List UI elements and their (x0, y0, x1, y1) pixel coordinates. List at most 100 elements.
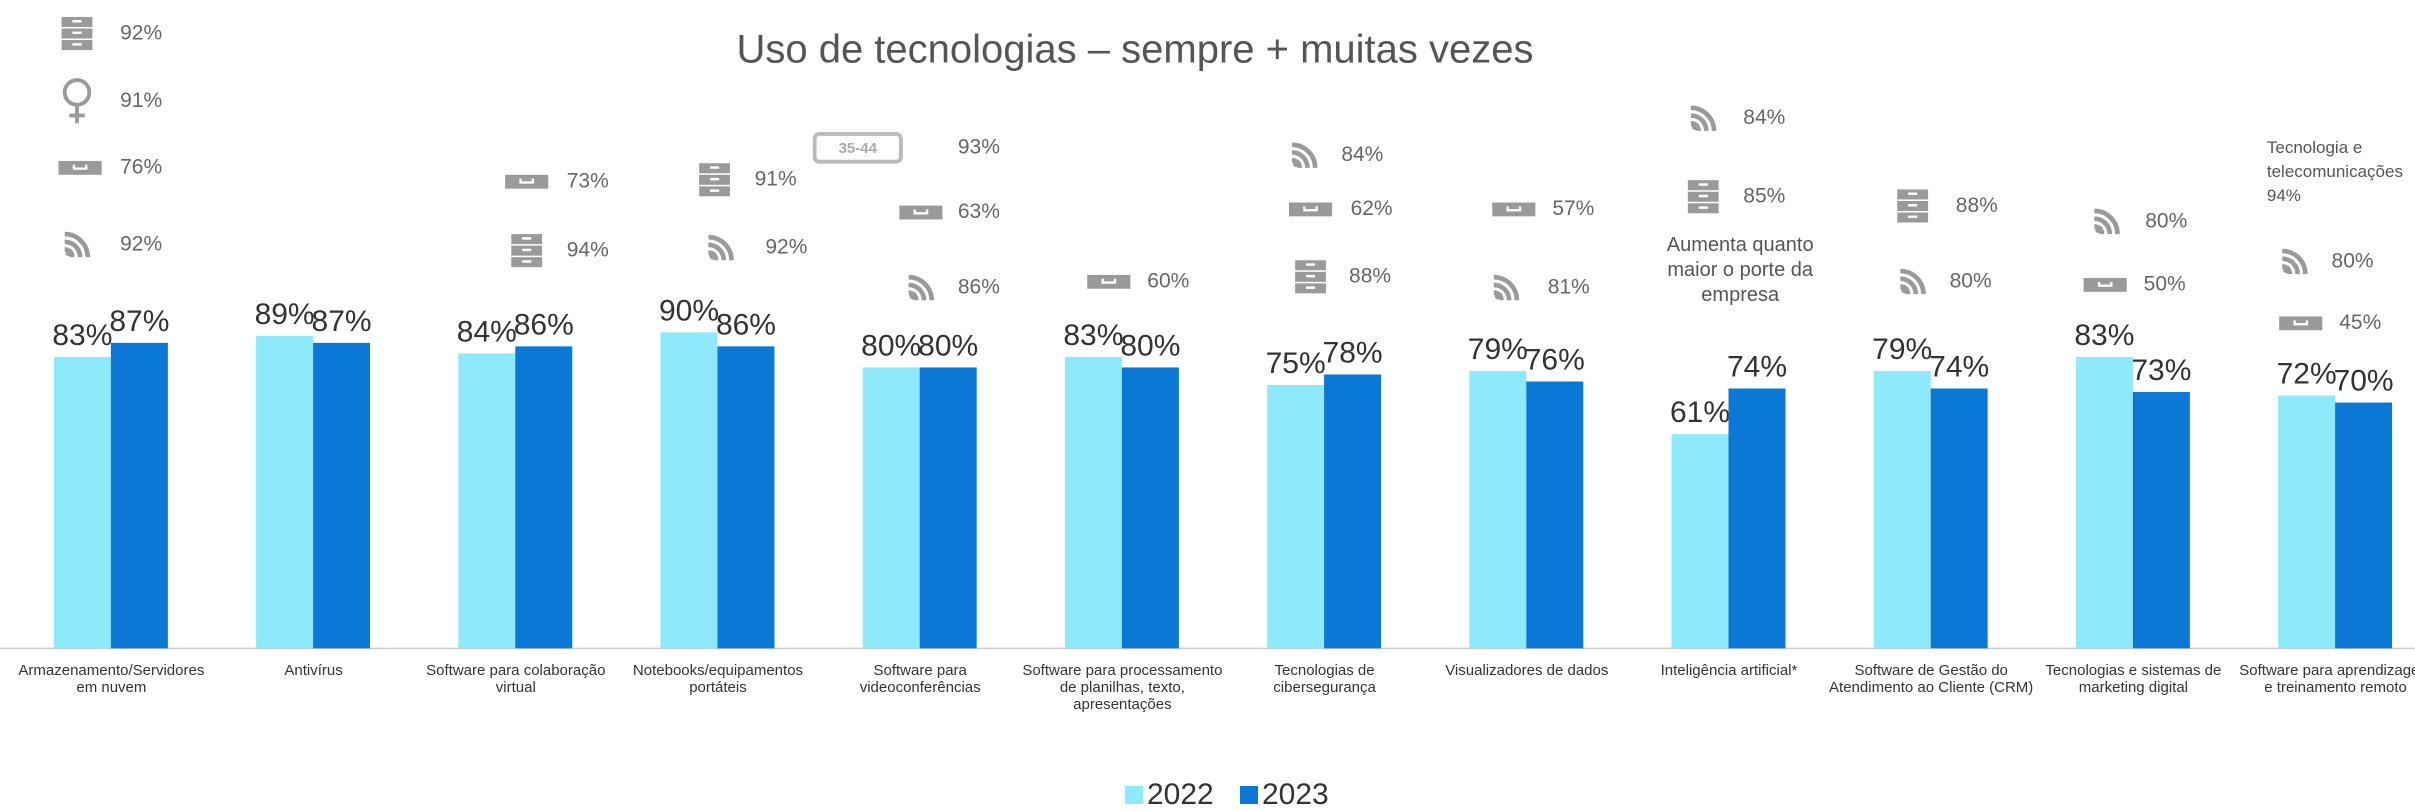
icon-part (1291, 150, 1310, 169)
icon (1295, 260, 1326, 294)
icon-part (65, 248, 74, 257)
icon-part (1303, 206, 1318, 212)
bar (2075, 356, 2133, 649)
bar (256, 335, 314, 649)
annotation-label: 85% (1743, 185, 1785, 208)
icon-part (1908, 192, 1918, 195)
icon-part (709, 166, 720, 169)
annotation-label: 73% (567, 169, 609, 192)
icon-part (1690, 113, 1709, 132)
annotation-label: 62% (1351, 197, 1393, 220)
bar (458, 353, 516, 649)
value-label: 86% (514, 308, 574, 341)
x-tick-label: Notebooks/equipamentos portáteis (632, 662, 804, 697)
bar (515, 346, 573, 649)
value-label: 80% (1120, 329, 1180, 362)
bar (110, 342, 168, 649)
icon (1690, 105, 1717, 132)
icon-part (2282, 256, 2300, 275)
x-tick-label: Antivírus (284, 662, 343, 680)
bar (1526, 381, 1584, 649)
bar (1930, 388, 1988, 649)
icon-part (709, 189, 720, 192)
value-label: 72% (2277, 357, 2337, 390)
age-badge: 35-44 (839, 140, 878, 157)
icon (1288, 202, 1333, 217)
value-label: 80% (918, 329, 978, 362)
icon-part (1698, 194, 1708, 198)
value-label: 74% (1929, 350, 1989, 383)
annotation-label: 86% (958, 276, 1000, 299)
icon-part (69, 104, 85, 124)
bar (1671, 434, 1729, 649)
value-label: 90% (659, 294, 719, 327)
value-label: 78% (1323, 336, 1383, 369)
icon-part (522, 248, 532, 252)
icon-part (909, 291, 918, 300)
annotation-label: 80% (2145, 209, 2187, 232)
icon-part (62, 78, 92, 107)
icon (511, 234, 543, 268)
icon-part (519, 178, 534, 184)
icon-part (1305, 274, 1316, 278)
icon-part (2095, 225, 2103, 234)
icon-part (1908, 204, 1918, 207)
icon-part (708, 234, 734, 261)
icon-part (1900, 276, 1919, 295)
bar (1121, 367, 1179, 649)
icon-part (522, 237, 532, 240)
icon-part (72, 43, 82, 46)
icon-part (522, 260, 532, 263)
icon (1900, 268, 1926, 295)
icon-part (2293, 320, 2309, 326)
icon-part (908, 274, 935, 301)
icon (61, 16, 93, 51)
bar (53, 356, 111, 649)
icon (899, 205, 943, 220)
icon-part (1691, 122, 1700, 131)
x-tick-label: Visualizadores de dados (1445, 662, 1609, 680)
legend-label: 2022 (1147, 778, 1214, 810)
value-label: 87% (312, 305, 372, 338)
icon-part (1292, 159, 1301, 168)
x-tick-label: Inteligência artificial* (1660, 662, 1798, 680)
x-tick-label: Software para videoconferências (859, 662, 981, 697)
x-tick-label: Software para processamento de planilhas… (1022, 662, 1223, 714)
icon-part (2094, 216, 2113, 235)
annotation-label: 80% (1950, 269, 1992, 292)
icon-part (64, 231, 91, 258)
value-label: 86% (716, 308, 776, 341)
annotation-label: 50% (2144, 272, 2186, 295)
value-label: 87% (109, 305, 169, 338)
icon (1897, 189, 1929, 223)
icon (908, 274, 935, 301)
icon-part (1690, 105, 1717, 132)
icon (2083, 277, 2127, 292)
icon-part (1698, 206, 1708, 209)
value-label: 79% (1872, 333, 1932, 366)
x-tick-label: Tecnologias de cibersegurança (1273, 662, 1376, 697)
icon (2279, 316, 2323, 331)
value-label: 73% (2131, 354, 2191, 387)
icon-part (1494, 291, 1503, 300)
annotation-label: 80% (2332, 249, 2374, 272)
chart-title: Uso de tecnologias – sempre + muitas vez… (736, 28, 1533, 72)
icon-part (72, 20, 82, 23)
annotation-label: 63% (958, 200, 1000, 223)
icon (812, 132, 903, 164)
icon-part (1291, 142, 1318, 169)
icon-part (1493, 282, 1512, 301)
value-label: 83% (52, 319, 112, 352)
bar (2278, 395, 2336, 649)
icon-part (709, 251, 717, 260)
icon-part (2283, 265, 2291, 274)
icon (1087, 274, 1131, 289)
icon (62, 78, 92, 124)
icon (1687, 180, 1719, 214)
icon (505, 174, 549, 189)
icon (708, 234, 734, 261)
annotation-label: 88% (1956, 194, 1998, 217)
icon-part (1493, 274, 1520, 301)
value-label: 80% (861, 329, 921, 362)
